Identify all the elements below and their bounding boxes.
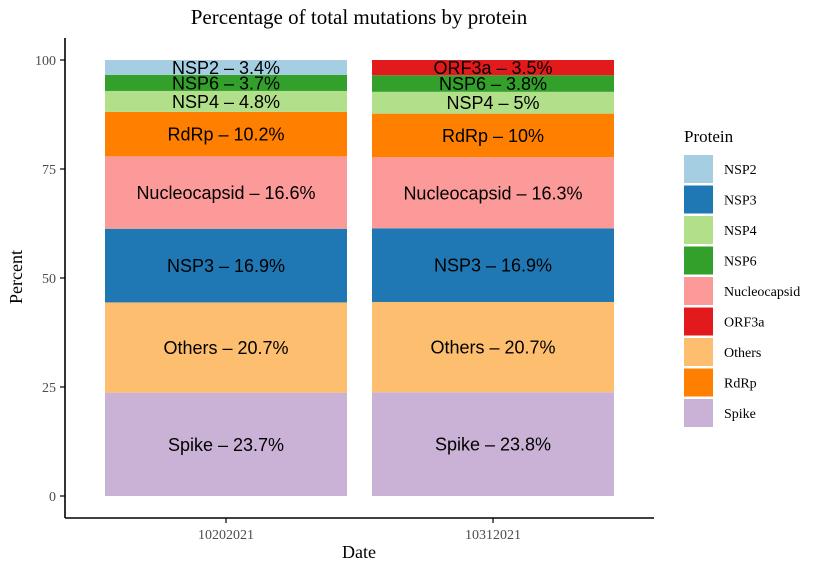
y-tick-label: 100 bbox=[35, 54, 56, 69]
segment-label-nsp4: NSP4 – 5% bbox=[446, 93, 539, 113]
bar-stack-10202021: Spike – 23.7% Others – 20.7% NSP3 – 16.9% N… bbox=[105, 58, 347, 496]
bar-segment-nsp6 bbox=[372, 75, 614, 92]
bar-segment-rdrp bbox=[105, 111, 347, 157]
bar-segment-orf3a bbox=[372, 60, 614, 76]
segment-label-nsp4: NSP4 – 4.8% bbox=[172, 92, 280, 112]
bar-stack-10312021: Spike – 23.8% Others – 20.7% NSP3 – 16.9% N… bbox=[372, 58, 614, 496]
legend-swatch bbox=[684, 246, 713, 275]
y-axis-label: Percent bbox=[6, 250, 26, 304]
legend-swatch bbox=[684, 185, 713, 214]
legend-label: NSP6 bbox=[724, 255, 757, 270]
legend-item-nsp4: NSP4 bbox=[684, 216, 757, 244]
y-tick-label: 0 bbox=[49, 490, 56, 505]
segment-label-rdrp: RdRp – 10% bbox=[442, 126, 544, 146]
legend-swatch bbox=[684, 155, 713, 183]
segment-label-nsp6: NSP6 – 3.7% bbox=[172, 73, 280, 93]
chart-title: Percentage of total mutations by protein bbox=[191, 5, 528, 29]
bar-segment-nsp6 bbox=[105, 74, 347, 91]
y-tick-label: 50 bbox=[42, 272, 56, 287]
legend: Protein NSP2 NSP3 NSP4 NSP6 Nucleocapsid ORF3… bbox=[684, 127, 800, 427]
legend-swatch bbox=[684, 338, 713, 366]
legend-label: ORF3a bbox=[724, 316, 765, 331]
legend-swatch bbox=[684, 399, 713, 427]
segment-label-orf3a: ORF3a – 3.5% bbox=[433, 58, 552, 78]
segment-label-rdrp: RdRp – 10.2% bbox=[167, 125, 284, 145]
segment-label-others: Others – 20.7% bbox=[430, 338, 555, 358]
axes: 0 25 50 75 100 10202021 10312021 bbox=[35, 38, 654, 543]
bar-segment-nsp3 bbox=[105, 228, 347, 303]
segment-label-others: Others – 20.7% bbox=[163, 338, 288, 358]
legend-item-nsp6: NSP6 bbox=[684, 246, 757, 275]
bar-segment-nsp2 bbox=[105, 60, 347, 75]
bar-segment-others bbox=[372, 301, 614, 393]
legend-swatch bbox=[684, 307, 713, 336]
bar-segment-nucleocapsid bbox=[372, 157, 614, 229]
legend-item-nucleocapsid: Nucleocapsid bbox=[684, 277, 800, 305]
bar-segment-nsp3 bbox=[372, 228, 614, 302]
bar-segment-spike bbox=[105, 392, 347, 496]
legend-label: NSP4 bbox=[724, 224, 757, 239]
legend-label: Others bbox=[724, 346, 761, 361]
segment-label-nsp6: NSP6 – 3.8% bbox=[439, 74, 547, 94]
x-tick-label: 10312021 bbox=[465, 528, 521, 543]
segment-label-spike: Spike – 23.7% bbox=[168, 435, 284, 455]
legend-label: RdRp bbox=[724, 377, 757, 392]
legend-item-orf3a: ORF3a bbox=[684, 307, 765, 336]
legend-swatch bbox=[684, 368, 713, 397]
legend-swatch bbox=[684, 277, 713, 305]
legend-item-others: Others bbox=[684, 338, 761, 366]
legend-item-rdrp: RdRp bbox=[684, 368, 757, 397]
legend-item-nsp2: NSP2 bbox=[684, 155, 757, 183]
segment-label-nsp3: NSP3 – 16.9% bbox=[434, 256, 552, 276]
legend-label: NSP2 bbox=[724, 163, 757, 178]
legend-item-nsp3: NSP3 bbox=[684, 185, 757, 214]
legend-title: Protein bbox=[684, 127, 734, 146]
segment-label-nucleocapsid: Nucleocapsid – 16.3% bbox=[403, 183, 582, 203]
bar-segment-nsp4 bbox=[372, 91, 614, 114]
segment-label-nsp2: NSP2 – 3.4% bbox=[172, 58, 280, 78]
bar-segment-nucleocapsid bbox=[105, 156, 347, 229]
legend-label: NSP3 bbox=[724, 194, 757, 209]
segment-label-nucleocapsid: Nucleocapsid – 16.6% bbox=[136, 183, 315, 203]
legend-item-spike: Spike bbox=[684, 399, 756, 427]
legend-label: Nucleocapsid bbox=[724, 285, 800, 300]
x-tick-label: 10202021 bbox=[198, 528, 254, 543]
bar-segment-others bbox=[105, 302, 347, 393]
y-tick-label: 25 bbox=[42, 381, 56, 396]
segment-label-spike: Spike – 23.8% bbox=[435, 435, 551, 455]
bar-segment-nsp4 bbox=[105, 90, 347, 112]
legend-label: Spike bbox=[724, 407, 756, 422]
x-axis-label: Date bbox=[342, 542, 376, 562]
bar-segment-rdrp bbox=[372, 113, 614, 158]
bar-segment-spike bbox=[372, 392, 614, 496]
bar-stacks: Spike – 23.7% Others – 20.7% NSP3 – 16.9% N… bbox=[105, 58, 614, 496]
y-tick-label: 75 bbox=[42, 163, 56, 178]
legend-swatch bbox=[684, 216, 713, 244]
segment-label-nsp3: NSP3 – 16.9% bbox=[167, 256, 285, 276]
